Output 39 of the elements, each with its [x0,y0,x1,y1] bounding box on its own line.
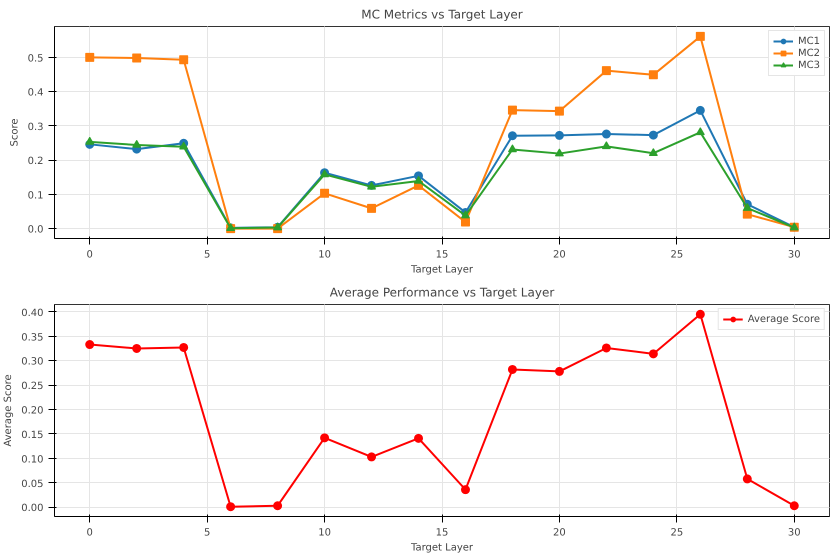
y-tick-label: 0.20 [21,406,44,417]
x-tick-label: 30 [788,528,801,538]
x-axis-title: Target Layer [410,542,474,554]
x-tick-label: 5 [204,250,210,260]
y-tick-label: 0.10 [21,454,44,466]
y-tick-label: 0.40 [21,308,44,319]
x-tick-label: 20 [553,250,566,260]
chart-title: Average Performance vs Target Layer [330,286,554,300]
x-tick-label: 20 [553,528,566,538]
y-tick-label: 0.35 [21,332,44,344]
legend-label: Average Score [748,313,820,325]
y-tick-label: 0.25 [21,381,44,392]
y-tick-label: 0.00 [21,503,44,514]
x-tick-label: 25 [670,528,684,538]
y-tick-label: 0.3 [28,122,44,133]
y-tick-label: 0.30 [21,356,44,368]
y-tick-label: 0.4 [28,88,44,99]
y-tick-label: 0.05 [21,478,44,490]
chart-title: MC Metrics vs Target Layer [361,8,523,22]
legend-label: MC2 [798,47,820,59]
x-axis-title: Target Layer [410,264,474,276]
y-tick-label: 0.5 [28,53,44,64]
x-tick-label: 10 [318,250,331,260]
y-axis-title: Average Score [3,374,14,447]
x-tick-label: 5 [204,528,210,538]
x-tick-label: 25 [670,250,684,260]
y-tick-label: 0.2 [28,156,44,168]
x-tick-label: 0 [86,250,93,260]
y-axis-title: Score [10,118,21,147]
x-tick-label: 30 [788,250,801,260]
legend-label: MC1 [798,35,820,47]
y-tick-label: 0.15 [21,430,44,441]
x-tick-label: 15 [436,528,448,538]
x-tick-label: 15 [436,250,448,260]
x-tick-label: 0 [86,528,93,538]
x-tick-label: 10 [318,528,331,538]
y-tick-label: 0.0 [28,224,44,236]
y-tick-label: 0.1 [28,190,44,202]
legend-label: MC3 [798,59,820,71]
